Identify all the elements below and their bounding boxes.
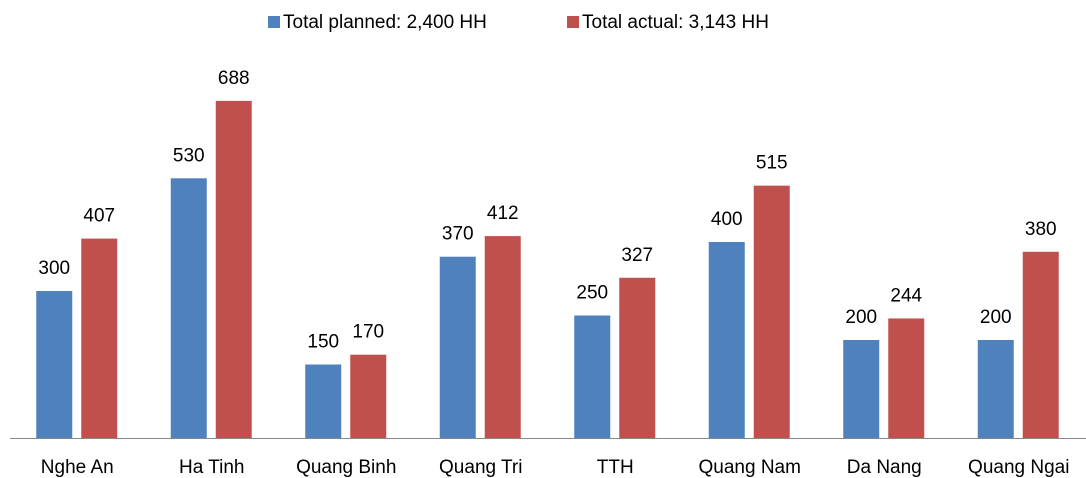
value-label: 200 — [980, 307, 1012, 328]
x-tick-label: Nghe An — [41, 457, 114, 478]
bar — [484, 236, 521, 438]
bar — [843, 340, 880, 438]
value-label: 530 — [173, 145, 205, 166]
value-label: 400 — [711, 209, 743, 230]
value-label: 250 — [576, 283, 608, 304]
bar — [439, 256, 476, 438]
legend-label: Total planned: 2,400 HH — [283, 12, 487, 33]
x-tick-label: Ha Tinh — [179, 457, 244, 478]
value-label: 327 — [621, 245, 653, 266]
value-label: 150 — [307, 332, 339, 353]
value-label: 244 — [890, 285, 922, 306]
bar — [574, 315, 611, 438]
x-tick-label: Quang Ngai — [968, 457, 1069, 478]
value-label: 170 — [352, 322, 384, 343]
value-label: 300 — [38, 258, 70, 279]
x-tick-label: Da Nang — [847, 457, 922, 478]
bar — [708, 242, 745, 438]
legend-label: Total actual: 3,143 HH — [582, 12, 769, 33]
bar — [170, 178, 207, 439]
bar — [36, 291, 73, 438]
value-label: 688 — [218, 68, 250, 89]
value-label: 200 — [845, 307, 877, 328]
bar — [619, 277, 656, 438]
x-tick-label: Quang Binh — [296, 457, 396, 478]
bar — [305, 364, 342, 438]
bar — [977, 340, 1014, 438]
x-tick-label: TTH — [597, 457, 634, 478]
bar — [350, 354, 387, 438]
bar — [888, 318, 925, 438]
value-label: 412 — [487, 203, 519, 224]
value-label: 380 — [1025, 219, 1057, 240]
bar — [81, 238, 118, 438]
bar — [753, 185, 790, 438]
value-label: 515 — [756, 153, 788, 174]
value-label: 407 — [83, 206, 115, 227]
legend-swatch — [268, 16, 280, 28]
legend-swatch — [567, 16, 579, 28]
value-label: 370 — [442, 224, 474, 245]
x-tick-label: Quang Tri — [439, 457, 522, 478]
bar — [1022, 251, 1059, 438]
bar — [215, 100, 252, 438]
x-tick-label: Quang Nam — [699, 457, 801, 478]
